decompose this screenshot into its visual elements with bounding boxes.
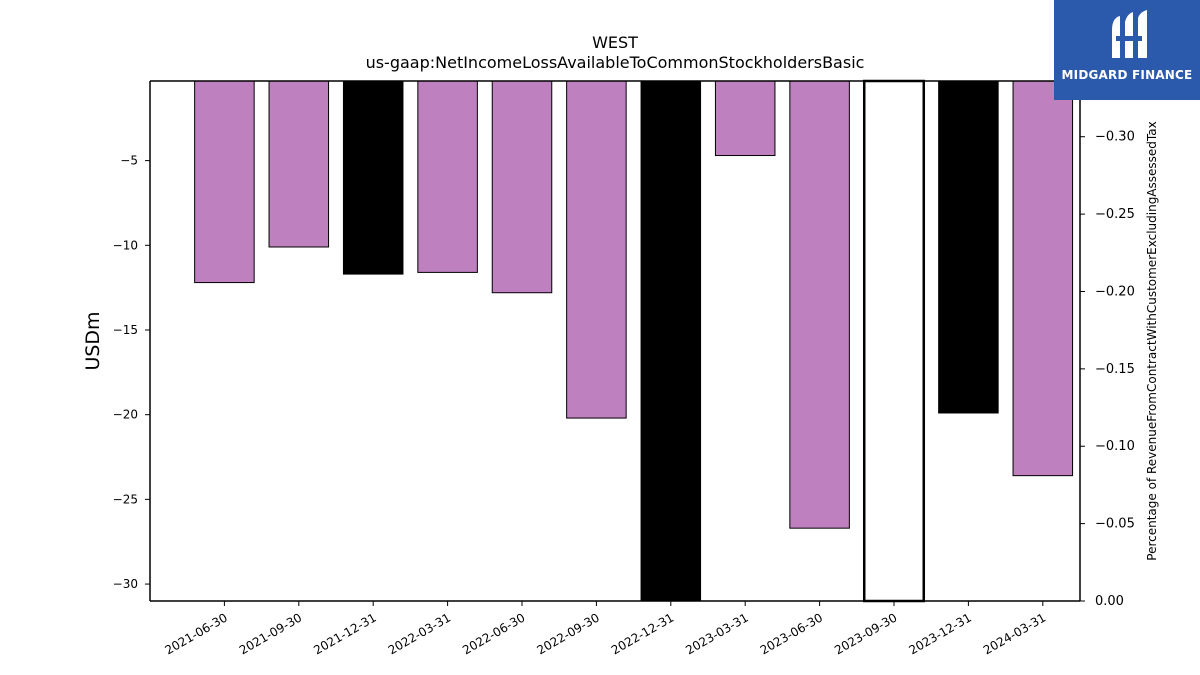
y2-tick-label: 0.00 <box>1095 594 1124 609</box>
chart-subtitle: us-gaap:NetIncomeLossAvailableToCommonSt… <box>366 53 865 72</box>
bar-2021-12-31 <box>342 80 404 275</box>
bar-2022-12-31 <box>640 80 702 602</box>
y2-axis-label: Percentage of RevenueFromContractWithCus… <box>1145 121 1159 560</box>
x-tick-label: 2021-12-31 <box>311 610 378 657</box>
bars-group <box>194 79 1074 603</box>
x-tick-label: 2024-03-31 <box>981 610 1048 657</box>
y2-tick-label: −0.30 <box>1095 130 1135 145</box>
y2-tick-label: −0.20 <box>1095 284 1135 299</box>
y-tick-label: −20 <box>113 408 138 422</box>
bar-2022-06-30 <box>491 80 553 294</box>
x-tick-label: 2022-03-31 <box>386 610 453 657</box>
x-tick-label: 2023-09-30 <box>832 610 899 657</box>
x-tick-label: 2023-03-31 <box>683 610 750 657</box>
y-tick-label: −10 <box>113 238 138 252</box>
y2-tick-label: −0.25 <box>1095 207 1135 222</box>
bar-2022-09-30 <box>566 80 627 419</box>
x-tick-label: 2023-12-31 <box>906 610 973 657</box>
x-tick-label: 2022-06-30 <box>460 610 527 657</box>
x-tick-label: 2021-06-30 <box>162 610 229 657</box>
x-tick-label: 2023-06-30 <box>758 610 825 657</box>
bar-2021-09-30 <box>268 80 330 248</box>
y-tick-label: −30 <box>113 577 138 591</box>
bar-2022-03-31 <box>417 80 478 273</box>
company-logo: MIDGARD FINANCE <box>1054 0 1200 100</box>
y2-tick-label: −0.10 <box>1095 439 1135 454</box>
y-tick-label: −15 <box>113 323 138 337</box>
bar-2023-12-31 <box>938 80 999 414</box>
x-tick-label: 2021-09-30 <box>237 610 304 657</box>
bar-2024-03-31 <box>1012 80 1074 477</box>
logo-mark-icon <box>1112 10 1147 58</box>
bar-2021-06-30 <box>194 80 255 284</box>
y-tick-label: −25 <box>113 492 138 506</box>
logo-text: MIDGARD FINANCE <box>1061 68 1193 82</box>
y2-tick-label: −0.05 <box>1095 517 1135 532</box>
chart-title: WEST <box>592 33 638 52</box>
y-axis-label: USDm <box>82 311 104 370</box>
bar-2023-03-31 <box>714 80 776 157</box>
x-tick-label: 2022-09-30 <box>534 610 601 657</box>
y-tick-label: −5 <box>120 154 138 168</box>
y2-tick-label: −0.15 <box>1095 362 1135 377</box>
x-tick-label: 2022-12-31 <box>609 610 676 657</box>
bar-2023-09-30 <box>862 79 926 603</box>
bar-2023-06-30 <box>789 80 850 529</box>
